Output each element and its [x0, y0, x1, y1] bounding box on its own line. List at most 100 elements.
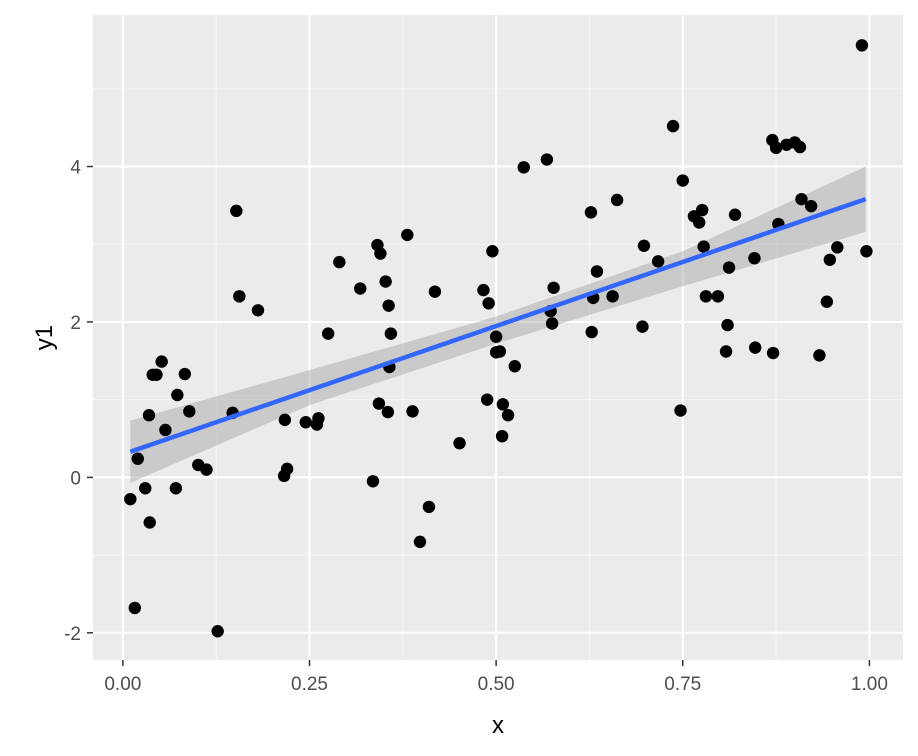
data-point	[692, 216, 706, 229]
data-point	[312, 412, 325, 425]
x-tick-label: 0.50	[478, 674, 515, 695]
data-point	[171, 388, 184, 402]
x-tick-label: 1.00	[851, 674, 888, 695]
data-point	[211, 625, 224, 638]
data-point	[748, 252, 761, 265]
data-point	[143, 516, 156, 529]
data-point	[637, 239, 651, 253]
data-point	[508, 360, 521, 373]
data-point	[183, 405, 196, 418]
data-point	[590, 265, 604, 278]
data-point	[697, 240, 710, 253]
data-point	[674, 404, 687, 417]
data-point	[169, 482, 183, 495]
data-point	[251, 304, 265, 317]
y-tick-label: -2	[64, 624, 81, 645]
data-point	[413, 535, 427, 549]
data-point	[699, 290, 713, 303]
data-point	[131, 452, 144, 465]
data-point	[482, 297, 495, 310]
data-point	[728, 208, 742, 221]
data-point	[142, 409, 156, 422]
data-point	[406, 405, 419, 418]
x-axis-title: x	[492, 712, 504, 739]
y-axis-title: y1	[31, 325, 58, 350]
data-point	[178, 367, 192, 381]
data-point	[200, 463, 213, 476]
data-point	[666, 119, 680, 133]
x-tick-label: 0.75	[664, 674, 701, 695]
data-points	[124, 39, 873, 638]
data-point	[493, 345, 507, 358]
data-point	[489, 330, 503, 343]
data-point	[804, 199, 818, 213]
data-point	[139, 482, 152, 495]
data-point	[374, 247, 387, 260]
data-point	[795, 192, 808, 206]
data-point	[150, 368, 163, 382]
data-point	[280, 462, 294, 476]
data-point	[540, 153, 554, 166]
data-point	[495, 429, 509, 443]
data-point	[155, 355, 168, 368]
data-point	[719, 345, 733, 358]
data-point	[517, 161, 530, 174]
regression-line	[129, 197, 867, 454]
data-point	[480, 393, 494, 406]
y-tick-label: 2	[70, 313, 81, 334]
data-point	[676, 174, 689, 187]
data-point	[831, 241, 844, 254]
data-point	[748, 341, 762, 354]
data-point	[606, 290, 619, 303]
data-point	[769, 141, 783, 155]
data-point	[793, 140, 807, 154]
data-point	[585, 325, 598, 339]
data-point	[384, 327, 398, 340]
data-point	[501, 409, 515, 422]
data-point	[124, 492, 137, 506]
data-point	[496, 398, 510, 411]
y-tick-label: 0	[70, 468, 81, 489]
data-point	[486, 245, 499, 258]
data-point	[547, 281, 560, 294]
data-point	[382, 299, 395, 312]
data-point	[711, 290, 725, 303]
data-point	[860, 245, 873, 258]
y-axis-ticks: -2 0 2 4	[64, 158, 93, 645]
data-point	[233, 290, 246, 303]
data-point	[820, 295, 834, 308]
data-point	[299, 416, 312, 429]
data-point	[766, 346, 780, 360]
data-point	[855, 39, 869, 52]
data-point	[278, 413, 292, 427]
x-axis-ticks: 0.00 0.25 0.50 0.75 1.00	[104, 660, 888, 695]
data-point	[333, 255, 346, 269]
data-point	[366, 475, 380, 488]
data-point	[354, 282, 367, 295]
data-point	[159, 423, 172, 437]
data-point	[477, 283, 490, 297]
x-tick-label: 0.25	[291, 674, 328, 695]
data-point	[813, 349, 826, 362]
data-point	[453, 436, 466, 450]
data-point	[651, 255, 665, 268]
data-point	[721, 318, 734, 332]
y-tick-label: 4	[70, 158, 81, 179]
data-point	[381, 405, 395, 419]
data-point	[379, 275, 392, 288]
data-point	[372, 397, 386, 410]
data-point	[695, 203, 709, 217]
data-point	[722, 261, 736, 274]
data-point	[321, 327, 335, 340]
data-point	[636, 320, 649, 333]
data-point	[230, 204, 243, 218]
data-point	[428, 285, 442, 298]
x-tick-label: 0.00	[104, 674, 141, 695]
data-point	[422, 500, 436, 514]
data-point	[128, 601, 142, 615]
data-point	[401, 228, 414, 242]
data-point	[610, 193, 624, 207]
data-point	[823, 253, 837, 266]
data-point	[545, 317, 559, 330]
